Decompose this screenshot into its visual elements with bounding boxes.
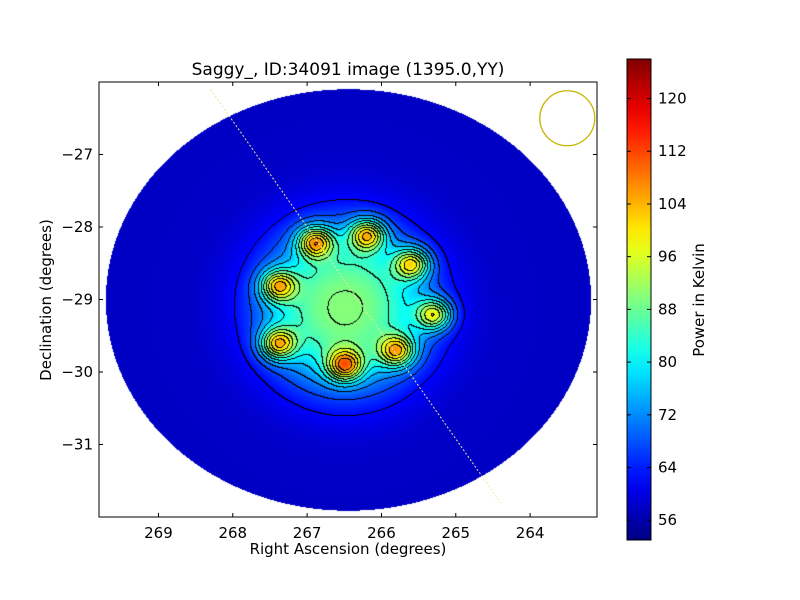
colorbar-tick-label: 112 [658,142,687,160]
y-tick-label: −30 [61,363,93,381]
y-tick-label: −28 [61,218,93,236]
colorbar-tick-label: 104 [658,195,687,213]
scan-track-line [210,88,501,503]
y-tick-label: −27 [61,146,93,164]
colorbar-tick-label: 88 [658,300,677,318]
colorbar-tick-label: 72 [658,406,677,424]
y-axis-label: Declination (degrees) [37,219,55,381]
colorbar-tick-label: 80 [658,353,677,371]
colorbar-tick-label: 56 [658,511,677,529]
colorbar-gradient [627,59,651,540]
colorbar-ticks: 56 64 72 80 88 96 104 112 120 [627,90,687,529]
plot-area: 269 268 267 266 265 264 −27 −28 −29 −30 −31 [61,81,598,542]
x-axis-label: Right Ascension (degrees) [250,540,447,558]
x-tick-label: 267 [293,524,322,542]
y-tick-label: −29 [61,291,93,309]
heatmap-canvas [99,82,597,517]
x-tick-label: 265 [441,524,470,542]
heatmap [99,82,597,517]
colorbar-tick-label: 96 [658,248,677,266]
x-tick-label: 268 [218,524,247,542]
x-tick-label: 269 [144,524,173,542]
beam-circle [539,90,596,147]
x-tick-label: 264 [516,524,545,542]
colorbar-frame [626,58,652,541]
x-tick-label: 266 [367,524,396,542]
y-axis-ticks: −27 −28 −29 −30 −31 [61,146,597,454]
colorbar-tick-label: 64 [658,459,677,477]
colorbar-tick-label: 120 [658,90,687,108]
chart-title: Saggy_, ID:34091 image (1395.0,YY) [192,60,505,80]
colorbar-label: Power in Kelvin [690,243,708,357]
x-axis-ticks: 269 268 267 266 265 264 [144,82,544,542]
y-tick-label: −31 [61,436,93,454]
overlays [210,88,596,503]
colorbar: 56 64 72 80 88 96 104 112 120 Power in Kelvin [626,58,708,541]
